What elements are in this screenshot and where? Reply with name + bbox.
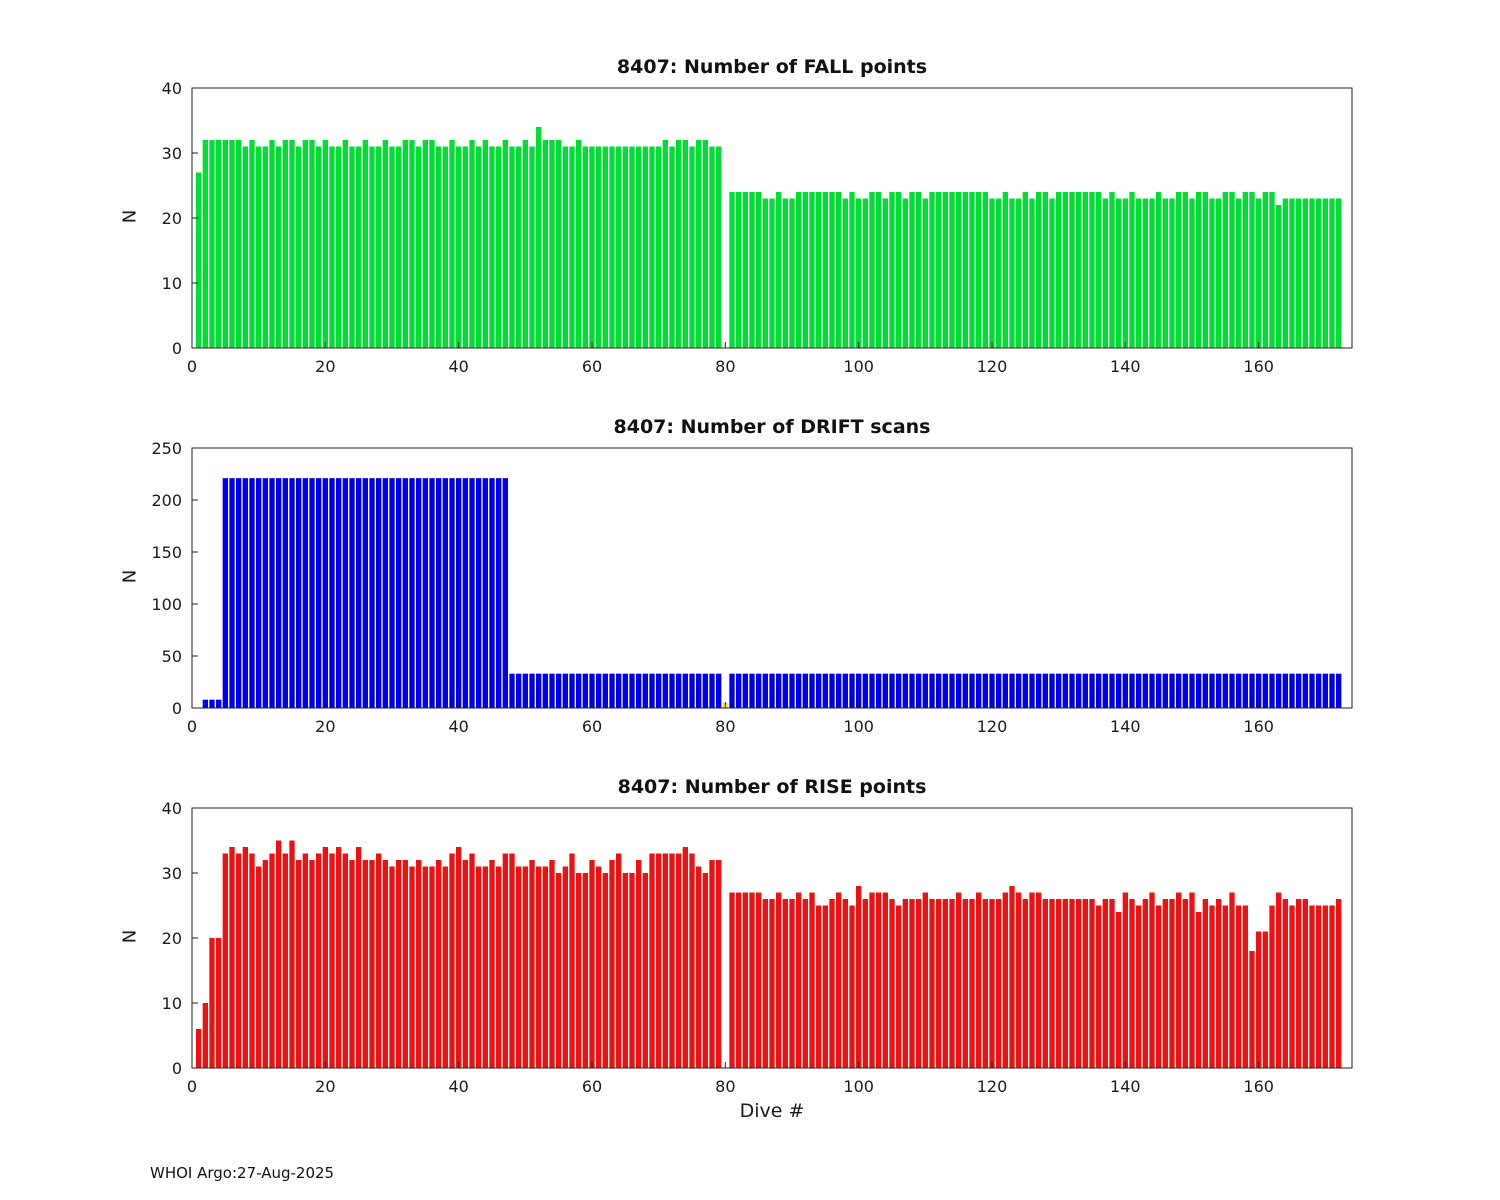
svg-text:100: 100 (843, 717, 874, 736)
svg-text:160: 160 (1243, 717, 1274, 736)
y-axis-label-drift: N (119, 569, 141, 584)
svg-text:40: 40 (448, 717, 468, 736)
svg-text:60: 60 (582, 717, 602, 736)
svg-text:40: 40 (162, 79, 182, 98)
svg-text:40: 40 (162, 799, 182, 818)
svg-text:0: 0 (187, 717, 197, 736)
svg-text:60: 60 (582, 1077, 602, 1096)
svg-text:100: 100 (843, 1077, 874, 1096)
svg-text:160: 160 (1243, 357, 1274, 376)
y-axis-label-fall: N (119, 209, 141, 224)
svg-text:20: 20 (315, 1077, 335, 1096)
svg-text:150: 150 (151, 543, 182, 562)
svg-text:140: 140 (1110, 1077, 1141, 1096)
svg-text:120: 120 (977, 357, 1008, 376)
svg-text:100: 100 (843, 357, 874, 376)
svg-text:120: 120 (977, 1077, 1008, 1096)
chart-title-fall-points: 8407: Number of FALL points (616, 56, 928, 78)
svg-text:140: 140 (1110, 357, 1141, 376)
figure-footer-stamp: WHOI Argo:27-Aug-2025 (150, 1164, 335, 1182)
svg-text:250: 250 (151, 439, 182, 458)
svg-text:80: 80 (715, 1077, 735, 1096)
y-axis-label-rise: N (119, 929, 141, 944)
svg-text:100: 100 (151, 595, 182, 614)
svg-text:20: 20 (162, 929, 182, 948)
svg-text:20: 20 (162, 209, 182, 228)
svg-text:80: 80 (715, 717, 735, 736)
svg-text:200: 200 (151, 491, 182, 510)
chart-title-rise-points: 8407: Number of RISE points (617, 776, 927, 798)
svg-text:160: 160 (1243, 1077, 1274, 1096)
svg-text:30: 30 (162, 864, 182, 883)
svg-text:0: 0 (172, 699, 182, 718)
svg-text:140: 140 (1110, 717, 1141, 736)
svg-text:60: 60 (582, 357, 602, 376)
svg-text:80: 80 (715, 357, 735, 376)
svg-text:30: 30 (162, 144, 182, 163)
svg-text:40: 40 (448, 1077, 468, 1096)
svg-text:0: 0 (172, 1059, 182, 1078)
svg-text:40: 40 (448, 357, 468, 376)
svg-text:50: 50 (162, 647, 182, 666)
x-axis-label-dive-number: Dive # (739, 1100, 805, 1122)
svg-text:20: 20 (315, 357, 335, 376)
chart-title-drift-scans: 8407: Number of DRIFT scans (613, 416, 931, 438)
svg-text:120: 120 (977, 717, 1008, 736)
svg-text:0: 0 (187, 357, 197, 376)
svg-text:10: 10 (162, 274, 182, 293)
svg-text:20: 20 (315, 717, 335, 736)
svg-text:0: 0 (172, 339, 182, 358)
svg-text:0: 0 (187, 1077, 197, 1096)
svg-text:10: 10 (162, 994, 182, 1013)
